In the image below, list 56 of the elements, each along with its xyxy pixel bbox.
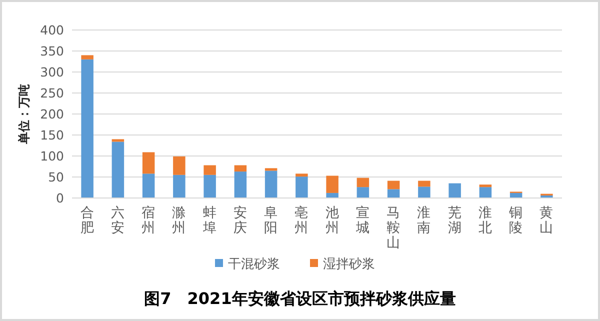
bar xyxy=(326,192,338,198)
bar xyxy=(479,187,492,198)
bar xyxy=(81,55,94,60)
x-tick-label: 铜陵 xyxy=(508,205,524,236)
bar xyxy=(234,165,247,172)
x-tick-label: 安庆 xyxy=(233,205,248,236)
bar xyxy=(387,189,400,198)
bar xyxy=(142,174,155,198)
x-tick-label: 宿州 xyxy=(142,205,156,236)
bar xyxy=(234,172,247,198)
x-tick-label: 芜湖 xyxy=(448,205,462,236)
x-tick-label: 亳州 xyxy=(294,205,309,236)
y-tick-label: 300 xyxy=(40,64,64,80)
y-tick-label: 50 xyxy=(48,170,64,184)
bar xyxy=(479,184,492,188)
x-tick-label: 宣城 xyxy=(354,205,370,236)
y-tick-label: 0 xyxy=(56,190,64,206)
bar xyxy=(418,180,430,187)
x-tick-label: 六安 xyxy=(110,205,125,236)
bar xyxy=(204,165,216,175)
bar xyxy=(264,168,278,171)
y-tick-label: 250 xyxy=(40,86,64,100)
x-tick-label: 阜阳 xyxy=(264,205,278,236)
y-tick-label: 150 xyxy=(40,128,64,142)
x-tick-label: 合肥 xyxy=(80,205,94,236)
x-tick-label: 淮南 xyxy=(417,205,432,236)
legend-label: 干混砂浆 xyxy=(228,257,280,272)
bar xyxy=(326,176,338,193)
x-tick-label: 淮北 xyxy=(478,205,492,236)
legend-label: 湿拌砂浆 xyxy=(323,257,375,272)
bar xyxy=(448,183,461,198)
x-tick-label: 马鞍山 xyxy=(386,205,401,251)
y-tick-label: 400 xyxy=(40,22,64,38)
bar xyxy=(142,152,155,174)
x-tick-label: 池州 xyxy=(325,205,340,236)
bar xyxy=(296,176,308,198)
bar xyxy=(204,174,216,198)
bar xyxy=(264,170,278,198)
y-tick-label: 200 xyxy=(40,106,64,122)
x-tick-label: 滁州 xyxy=(172,205,186,236)
bar xyxy=(81,59,94,198)
bar xyxy=(356,187,370,198)
bar xyxy=(173,156,186,175)
y-axis-title: 单位：万吨 xyxy=(17,84,31,145)
bar xyxy=(112,139,124,142)
bar xyxy=(356,178,370,188)
y-tick-label: 350 xyxy=(40,44,64,58)
x-tick-label: 蚌埠 xyxy=(202,205,217,236)
bar xyxy=(418,186,430,198)
x-tick-label: 黄山 xyxy=(540,205,554,236)
bar xyxy=(173,174,186,198)
bar xyxy=(112,142,124,198)
y-tick-label: 100 xyxy=(40,148,64,164)
bar xyxy=(296,174,308,177)
bar xyxy=(387,180,400,190)
text: 图7 2021年安徽省设区市预拌砂浆供应量 xyxy=(144,289,456,308)
